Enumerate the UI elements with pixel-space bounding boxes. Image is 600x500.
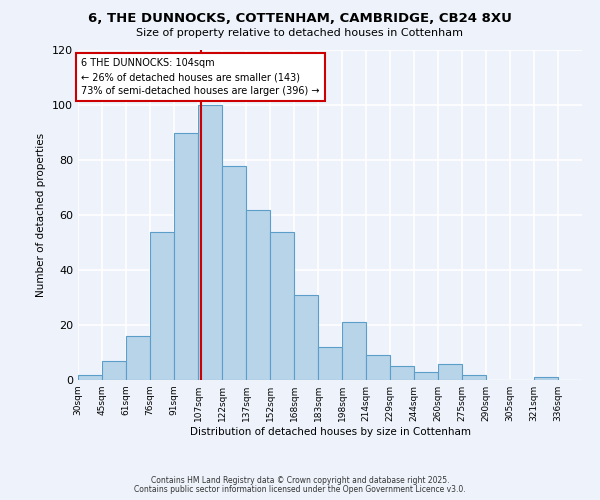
- Bar: [534, 377, 558, 380]
- Text: Contains HM Land Registry data © Crown copyright and database right 2025.: Contains HM Land Registry data © Crown c…: [151, 476, 449, 485]
- Bar: [246, 210, 270, 380]
- Text: 6, THE DUNNOCKS, COTTENHAM, CAMBRIDGE, CB24 8XU: 6, THE DUNNOCKS, COTTENHAM, CAMBRIDGE, C…: [88, 12, 512, 26]
- Text: 6 THE DUNNOCKS: 104sqm
← 26% of detached houses are smaller (143)
73% of semi-de: 6 THE DUNNOCKS: 104sqm ← 26% of detached…: [81, 58, 320, 96]
- Bar: [174, 132, 198, 380]
- Bar: [342, 322, 366, 380]
- Y-axis label: Number of detached properties: Number of detached properties: [37, 133, 46, 297]
- Bar: [294, 294, 318, 380]
- Text: Contains public sector information licensed under the Open Government Licence v3: Contains public sector information licen…: [134, 485, 466, 494]
- Bar: [462, 374, 486, 380]
- Bar: [438, 364, 462, 380]
- Bar: [150, 232, 174, 380]
- X-axis label: Distribution of detached houses by size in Cottenham: Distribution of detached houses by size …: [190, 427, 470, 437]
- Bar: [366, 355, 390, 380]
- Bar: [222, 166, 246, 380]
- Bar: [126, 336, 150, 380]
- Text: Size of property relative to detached houses in Cottenham: Size of property relative to detached ho…: [137, 28, 464, 38]
- Bar: [414, 372, 438, 380]
- Bar: [198, 105, 222, 380]
- Bar: [270, 232, 294, 380]
- Bar: [390, 366, 414, 380]
- Bar: [102, 361, 126, 380]
- Bar: [78, 374, 102, 380]
- Bar: [318, 347, 342, 380]
